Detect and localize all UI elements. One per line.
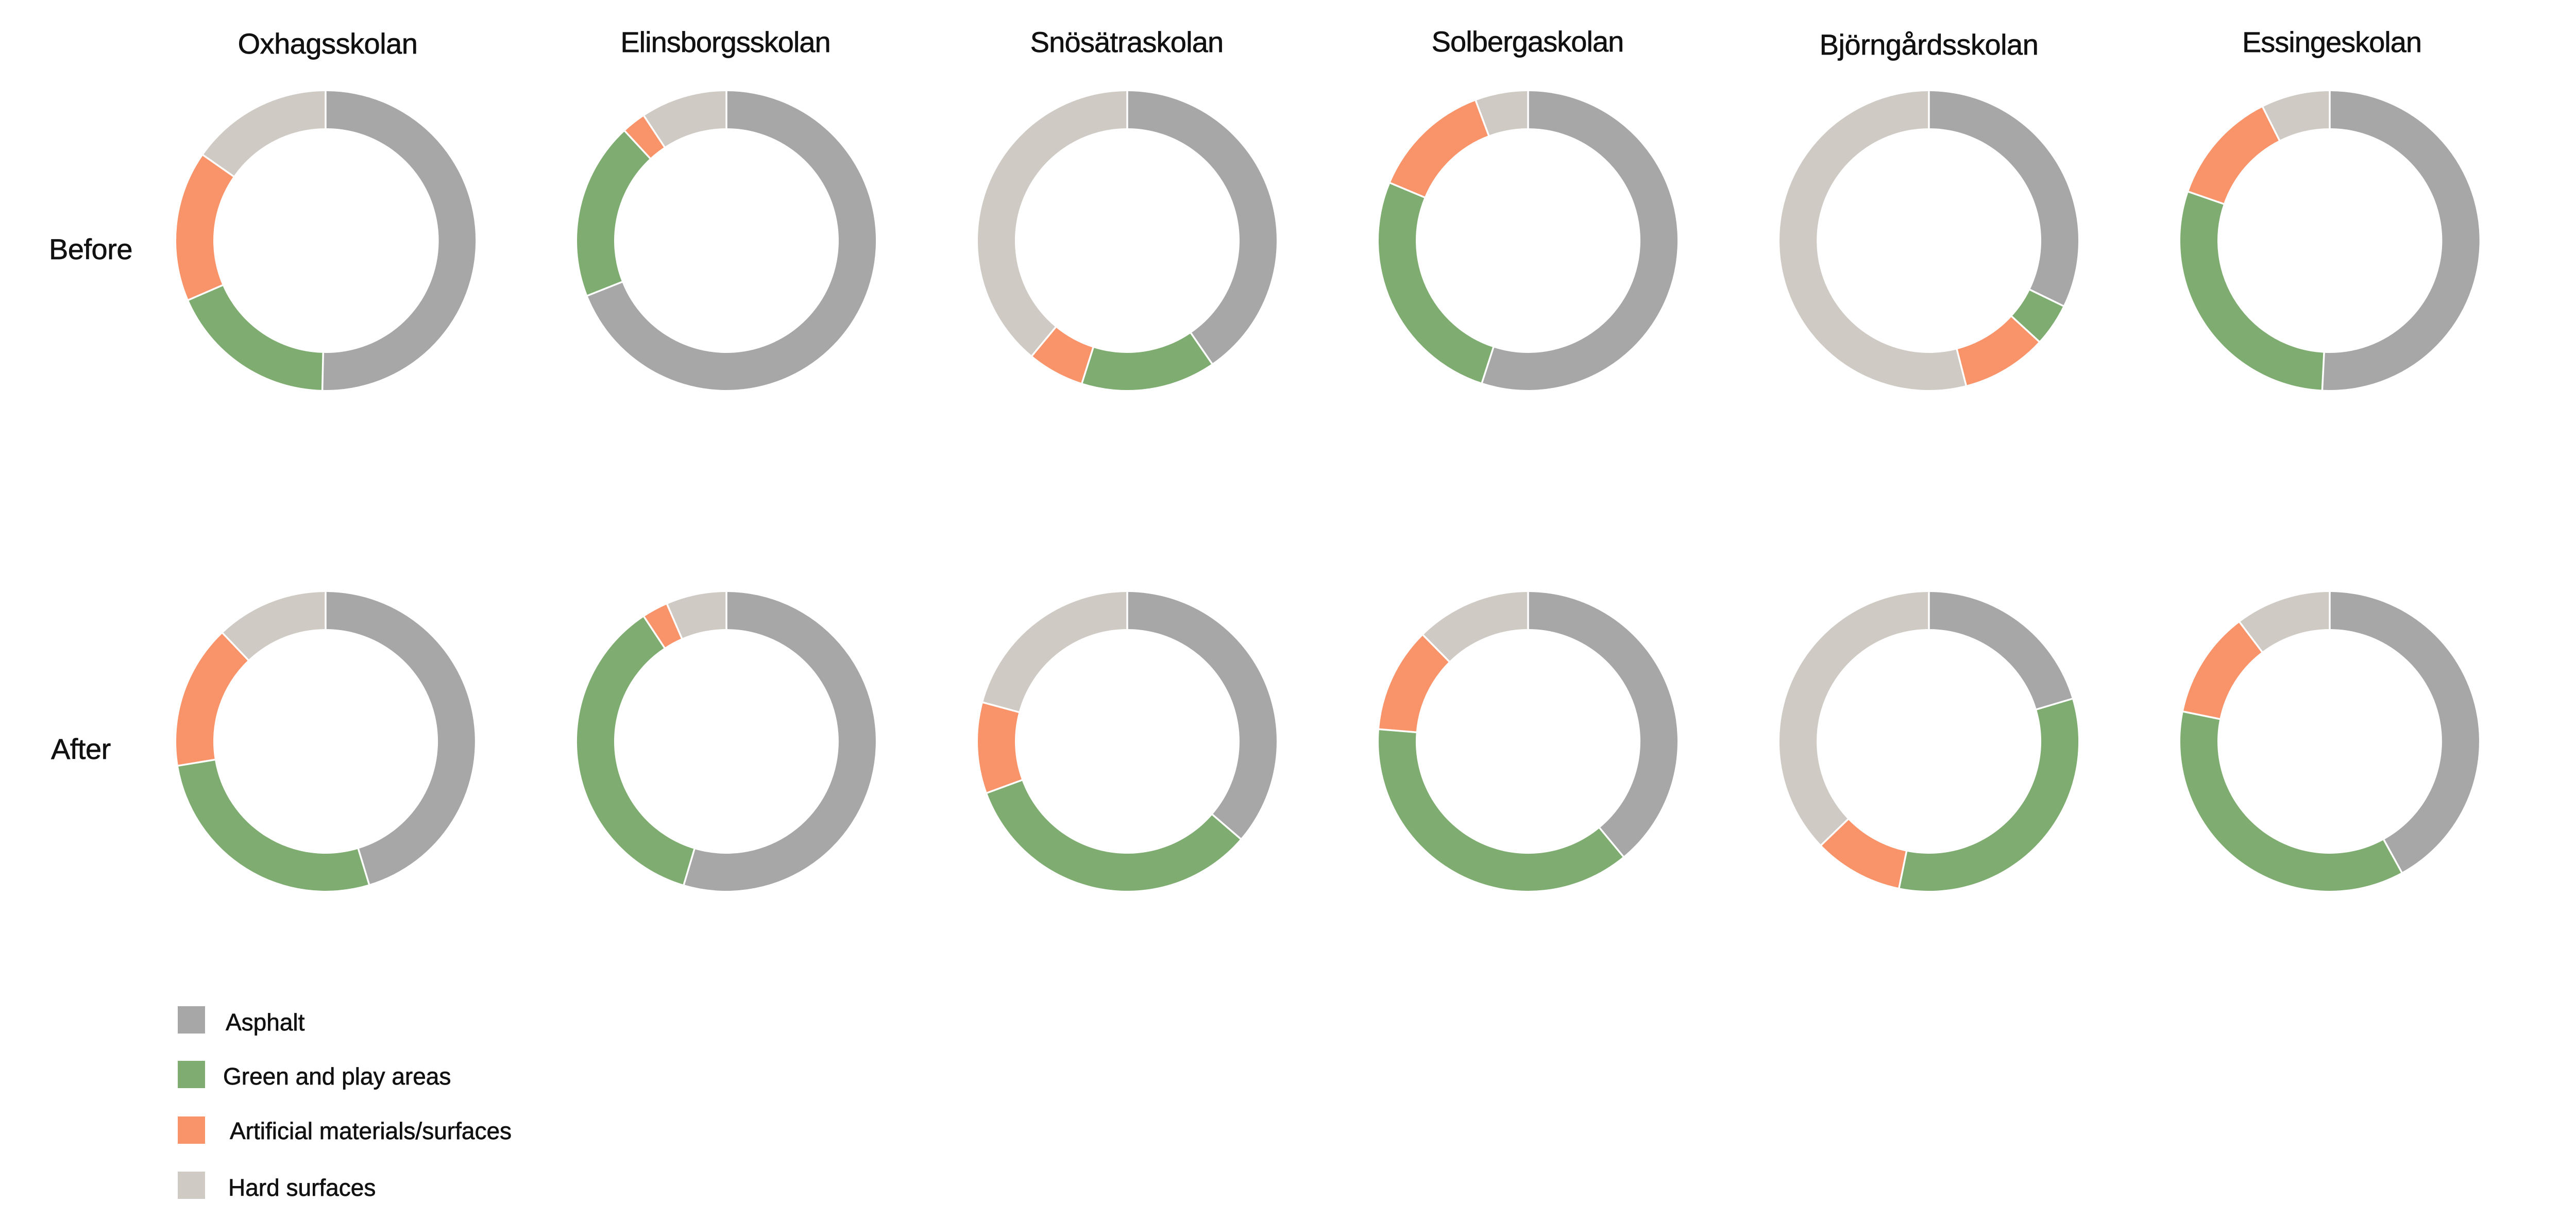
svg-text:Before: Before <box>49 233 132 265</box>
svg-text:Hard surfaces: Hard surfaces <box>228 1174 376 1201</box>
svg-text:After: After <box>51 733 111 765</box>
svg-text:Solbergaskolan: Solbergaskolan <box>1432 25 1624 58</box>
svg-text:Elinsborgsskolan: Elinsborgsskolan <box>620 26 830 58</box>
svg-text:Asphalt: Asphalt <box>226 1009 305 1036</box>
svg-text:Oxhagsskolan: Oxhagsskolan <box>238 27 418 60</box>
svg-text:Snösätraskolan: Snösätraskolan <box>1030 26 1224 58</box>
svg-text:Essingeskolan: Essingeskolan <box>2242 26 2421 58</box>
svg-text:Artificial materials/surfaces: Artificial materials/surfaces <box>230 1118 512 1144</box>
svg-text:Björngårdsskolan: Björngårdsskolan <box>1820 28 2039 61</box>
svg-text:Green and play areas: Green and play areas <box>223 1063 451 1090</box>
